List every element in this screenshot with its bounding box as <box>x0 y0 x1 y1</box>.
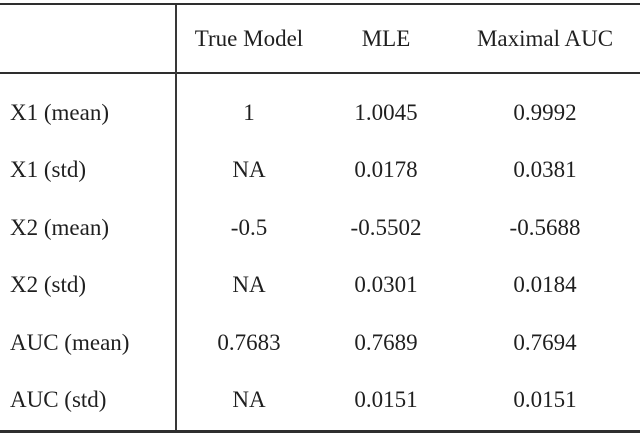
column-header-mle: MLE <box>361 25 411 51</box>
row-label: X2 (std) <box>10 272 87 298</box>
table-row-x2-mean: X2 (mean) -0.5 -0.5502 -0.5688 <box>0 199 640 257</box>
cell-value: 0.0151 <box>513 387 577 413</box>
cell-value: -0.5688 <box>509 214 581 240</box>
row-label: X1 (mean) <box>10 99 109 125</box>
cell-value: NA <box>232 157 266 183</box>
column-header-maximal-auc: Maximal AUC <box>476 25 614 51</box>
row-label: AUC (std) <box>10 387 107 413</box>
cell-value: 0.0301 <box>354 272 418 298</box>
table-row-x1-mean: X1 (mean) 1 1.0045 0.9992 <box>0 84 640 142</box>
row-label: X1 (std) <box>10 157 87 183</box>
cell-value: 0.7694 <box>513 329 577 355</box>
table-header-row: True Model MLE Maximal AUC <box>0 5 640 72</box>
table-body: X1 (mean) 1 1.0045 0.9992 X1 (std) NA 0.… <box>0 84 640 429</box>
cell-value: NA <box>232 272 266 298</box>
table-top-rule <box>0 3 640 5</box>
table-column-divider <box>175 5 177 430</box>
table-bottom-rule <box>0 430 640 433</box>
table-row-x2-std: X2 (std) NA 0.0301 0.0184 <box>0 257 640 315</box>
cell-value: 0.0151 <box>354 387 418 413</box>
table-row-auc-mean: AUC (mean) 0.7683 0.7689 0.7694 <box>0 314 640 372</box>
table-row-x1-std: X1 (std) NA 0.0178 0.0381 <box>0 142 640 200</box>
row-label: X2 (mean) <box>10 214 109 240</box>
table-header-rule <box>0 72 640 74</box>
cell-value: 0.7683 <box>217 329 281 355</box>
cell-value: -0.5502 <box>350 214 422 240</box>
row-label: AUC (mean) <box>10 329 130 355</box>
cell-value: 1.0045 <box>354 99 418 125</box>
cell-value: 1 <box>243 99 255 125</box>
cell-value: 0.0184 <box>513 272 577 298</box>
cell-value: NA <box>232 387 266 413</box>
cell-value: 0.7689 <box>354 329 418 355</box>
cell-value: 0.9992 <box>513 99 577 125</box>
cell-value: 0.0178 <box>354 157 418 183</box>
cell-value: -0.5 <box>230 214 268 240</box>
cell-value: 0.0381 <box>513 157 577 183</box>
column-header-true-model: True Model <box>194 25 304 51</box>
table-row-auc-std: AUC (std) NA 0.0151 0.0151 <box>0 372 640 430</box>
